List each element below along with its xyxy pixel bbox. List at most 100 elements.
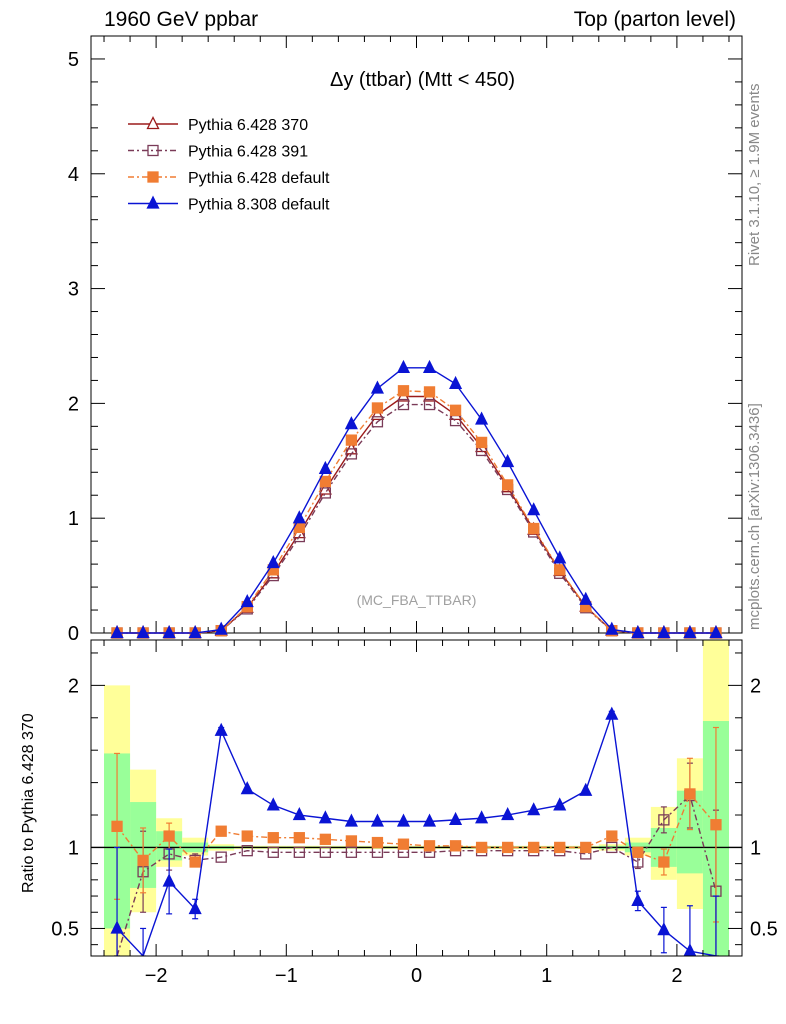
main-data-point bbox=[371, 416, 384, 428]
main-data-point bbox=[319, 475, 332, 488]
legend-marker bbox=[147, 144, 159, 157]
main-data-point bbox=[449, 375, 463, 390]
main-data-point bbox=[423, 398, 436, 411]
ratio-data-point bbox=[396, 813, 411, 827]
x-tick-label: 1 bbox=[541, 965, 552, 987]
ratio-y-tick-label: 1 bbox=[68, 837, 79, 859]
ratio-data-point bbox=[371, 836, 384, 849]
ratio-data-point bbox=[579, 782, 593, 796]
ratio-data-point bbox=[137, 854, 149, 867]
plot-title: Δy (ttbar) (Mtt < 450) bbox=[330, 69, 515, 91]
ratio-series-line bbox=[116, 792, 717, 864]
ratio-data-point bbox=[632, 846, 644, 858]
ratio-data-point bbox=[580, 841, 592, 854]
main-data-point bbox=[188, 625, 202, 639]
analysis-tag: (MC_FBA_TTBAR) bbox=[357, 592, 477, 608]
main-data-point bbox=[136, 625, 150, 639]
ratio-data-point bbox=[658, 856, 670, 868]
ratio-data-point bbox=[397, 838, 410, 850]
main-data-point bbox=[240, 594, 254, 608]
ratio-series-line bbox=[116, 794, 717, 956]
ratio-data-point bbox=[344, 813, 358, 827]
main-data-point bbox=[318, 460, 332, 474]
main-data-point bbox=[396, 359, 411, 373]
legend-entry: Pythia 8.308 default bbox=[188, 197, 330, 214]
ratio-y-tick-label-right: 0.5 bbox=[750, 918, 778, 940]
ratio-data-point bbox=[214, 722, 228, 736]
ratio-data-point bbox=[710, 819, 722, 831]
ratio-data-point bbox=[657, 922, 671, 936]
ratio-data-point bbox=[345, 846, 358, 858]
main-data-point bbox=[423, 386, 436, 398]
ratio-data-point bbox=[188, 901, 202, 915]
legend-entry: Pythia 6.428 370 bbox=[188, 117, 308, 134]
ratio-data-point bbox=[475, 841, 488, 854]
main-data-point bbox=[344, 416, 358, 430]
ratio-data-point bbox=[163, 830, 175, 842]
ratio-data-point bbox=[162, 873, 176, 887]
ratio-data-point bbox=[684, 788, 696, 800]
ratio-plot: −2 −1 0 1 2 0.5 0.5 1 1 2 2 bbox=[51, 639, 778, 987]
main-data-point bbox=[631, 625, 645, 639]
main-data-point bbox=[501, 479, 514, 491]
legend-marker bbox=[146, 195, 160, 209]
ratio-data-point bbox=[528, 841, 540, 854]
ratio-data-point bbox=[318, 810, 332, 824]
main-data-point bbox=[422, 359, 437, 373]
ratio-data-point bbox=[449, 840, 462, 852]
ratio-data-point bbox=[449, 811, 463, 826]
ratio-data-point bbox=[319, 833, 332, 845]
main-data-point bbox=[579, 591, 593, 605]
ratio-data-point bbox=[423, 840, 436, 852]
ratio-plot-area bbox=[91, 640, 742, 956]
ratio-data-point bbox=[345, 835, 358, 847]
main-data-point bbox=[371, 402, 384, 414]
x-tick-label: 2 bbox=[671, 965, 682, 987]
main-data-point bbox=[162, 625, 176, 639]
main-data-point bbox=[214, 621, 228, 635]
ratio-series-line bbox=[116, 714, 717, 956]
main-plot: 0 1 2 3 4 5 Δy (ttbar) (Mtt < 450) (MC_FBA_TTBA… bbox=[68, 35, 743, 645]
ratio-data-point bbox=[606, 841, 618, 854]
main-data-point bbox=[554, 564, 566, 576]
ratio-data-point bbox=[422, 813, 437, 827]
ratio-y-tick-label-right: 1 bbox=[750, 837, 761, 859]
legend-entry: Pythia 6.428 default bbox=[188, 170, 330, 187]
main-y-tick-label: 1 bbox=[68, 508, 79, 530]
legend: Pythia 6.428 370 Pythia 6.428 391 Pythia 6… bbox=[128, 116, 330, 214]
ratio-data-point bbox=[554, 841, 566, 854]
ratio-data-point bbox=[266, 797, 280, 811]
ratio-data-point bbox=[189, 856, 201, 868]
ratio-data-point bbox=[475, 810, 489, 824]
main-data-point bbox=[709, 625, 723, 639]
ratio-data-point bbox=[110, 920, 124, 934]
main-data-point bbox=[528, 522, 540, 535]
ratio-data-point bbox=[683, 943, 697, 956]
main-data-point bbox=[449, 404, 462, 416]
main-y-tick-label: 4 bbox=[68, 164, 79, 186]
main-data-point bbox=[657, 625, 671, 639]
ratio-y-tick-label: 2 bbox=[68, 675, 79, 697]
ratio-data-point bbox=[241, 830, 253, 842]
main-data-point bbox=[475, 411, 489, 425]
ratio-y-tick-label-right: 2 bbox=[750, 675, 761, 697]
main-data-point bbox=[527, 502, 541, 516]
ratio-data-point bbox=[241, 845, 253, 857]
main-data-point bbox=[292, 510, 306, 524]
main-series-line bbox=[117, 367, 716, 634]
ratio-data-point bbox=[553, 797, 567, 811]
ratio-data-point bbox=[501, 841, 514, 854]
ratio-data-point bbox=[370, 813, 384, 827]
legend-marker bbox=[147, 171, 159, 183]
main-data-point bbox=[553, 550, 567, 564]
x-tick-label: 0 bbox=[411, 965, 422, 987]
ratio-data-point bbox=[501, 807, 515, 821]
main-data-point bbox=[501, 453, 515, 468]
main-y-tick-label: 5 bbox=[68, 49, 79, 71]
legend-entry: Pythia 6.428 391 bbox=[188, 144, 308, 161]
main-data-point bbox=[345, 448, 358, 460]
ratio-data-point bbox=[293, 846, 305, 858]
ratio-y-tick-label: 0.5 bbox=[51, 918, 79, 940]
main-y-tick-label: 0 bbox=[68, 623, 79, 645]
